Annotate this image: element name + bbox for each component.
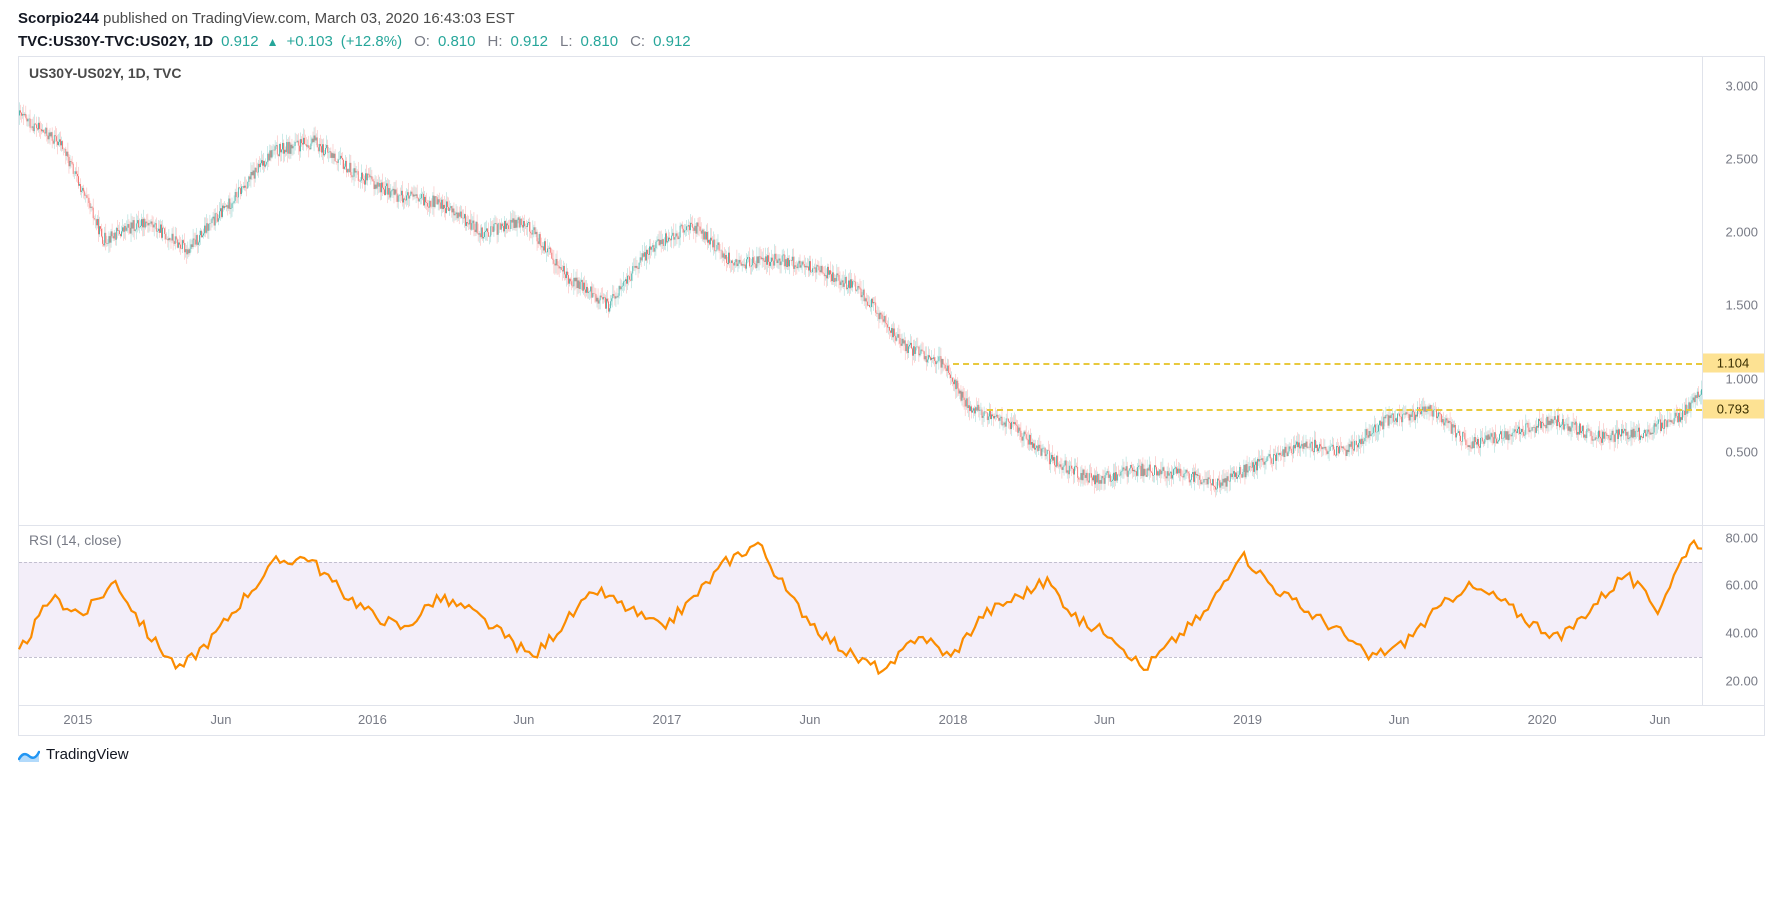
- price-panel[interactable]: US30Y-US02Y, 1D, TVC 1.1040.793 3.0002.5…: [19, 57, 1764, 526]
- time-axis-tick: Jun: [800, 712, 821, 727]
- change-abs: +0.103: [287, 33, 333, 50]
- time-axis-tick: 2019: [1233, 712, 1262, 727]
- rsi-y-axis: 80.00 60.00 40.00 20.00: [1702, 526, 1764, 705]
- publish-header: Scorpio244 published on TradingView.com,…: [18, 10, 1765, 27]
- chart-container[interactable]: US30Y-US02Y, 1D, TVC 1.1040.793 3.0002.5…: [18, 56, 1765, 736]
- time-axis-tick: Jun: [1389, 712, 1410, 727]
- rsi-panel[interactable]: RSI (14, close) 80.00 60.00 40.00 20.00: [19, 526, 1764, 705]
- brand-name: TradingView: [46, 746, 129, 763]
- price-ytick: 2.500: [1725, 152, 1758, 167]
- symbol-label: TVC:US30Y-TVC:US02Y, 1D: [18, 33, 213, 50]
- publish-timestamp: March 03, 2020 16:43:03 EST: [315, 10, 515, 27]
- time-axis-tick: 2020: [1528, 712, 1557, 727]
- rsi-line: [19, 526, 1702, 705]
- time-axis-tick: Jun: [513, 712, 534, 727]
- reference-line: [987, 409, 1702, 411]
- time-axis-tick: 2015: [63, 712, 92, 727]
- up-arrow-icon: ▲: [267, 35, 279, 49]
- time-axis-tick: 2017: [652, 712, 681, 727]
- price-ytick: 3.000: [1725, 79, 1758, 94]
- ohlc-close: 0.912: [653, 33, 691, 50]
- time-axis: 2015 Jun 2016 Jun 2017 Jun 2018 Jun 2019 Jun 2020 J…: [19, 705, 1764, 735]
- price-y-axis: 3.000 2.500 2.000 1.500 1.000 0.500: [1702, 57, 1764, 525]
- ohlc-high: 0.912: [510, 33, 548, 50]
- time-axis-tick: Jun: [1094, 712, 1115, 727]
- price-ytick: 1.500: [1725, 298, 1758, 313]
- reference-line: [953, 363, 1702, 365]
- time-axis-tick: 2016: [358, 712, 387, 727]
- time-axis-tick: Jun: [1649, 712, 1670, 727]
- rsi-title: RSI (14, close): [29, 532, 122, 548]
- brand-footer: TradingView: [18, 746, 1765, 763]
- time-axis-tick: Jun: [210, 712, 231, 727]
- time-axis-tick: 2018: [939, 712, 968, 727]
- rsi-ytick: 60.00: [1725, 578, 1758, 593]
- price-ytick: 1.000: [1725, 371, 1758, 386]
- candlestick-series: [19, 57, 1702, 525]
- rsi-ytick: 80.00: [1725, 530, 1758, 545]
- price-ytick: 2.000: [1725, 225, 1758, 240]
- ohlc-open: 0.810: [438, 33, 476, 50]
- rsi-ytick: 40.00: [1725, 626, 1758, 641]
- rsi-ytick: 20.00: [1725, 674, 1758, 689]
- author-name: Scorpio244: [18, 10, 99, 27]
- last-price: 0.912: [221, 33, 259, 50]
- status-bar: TVC:US30Y-TVC:US02Y, 1D 0.912 ▲ +0.103 (…: [18, 33, 1765, 50]
- price-ytick: 0.500: [1725, 444, 1758, 459]
- ohlc-low: 0.810: [581, 33, 619, 50]
- change-pct: (+12.8%): [341, 33, 402, 50]
- tradingview-logo-icon: [18, 748, 40, 762]
